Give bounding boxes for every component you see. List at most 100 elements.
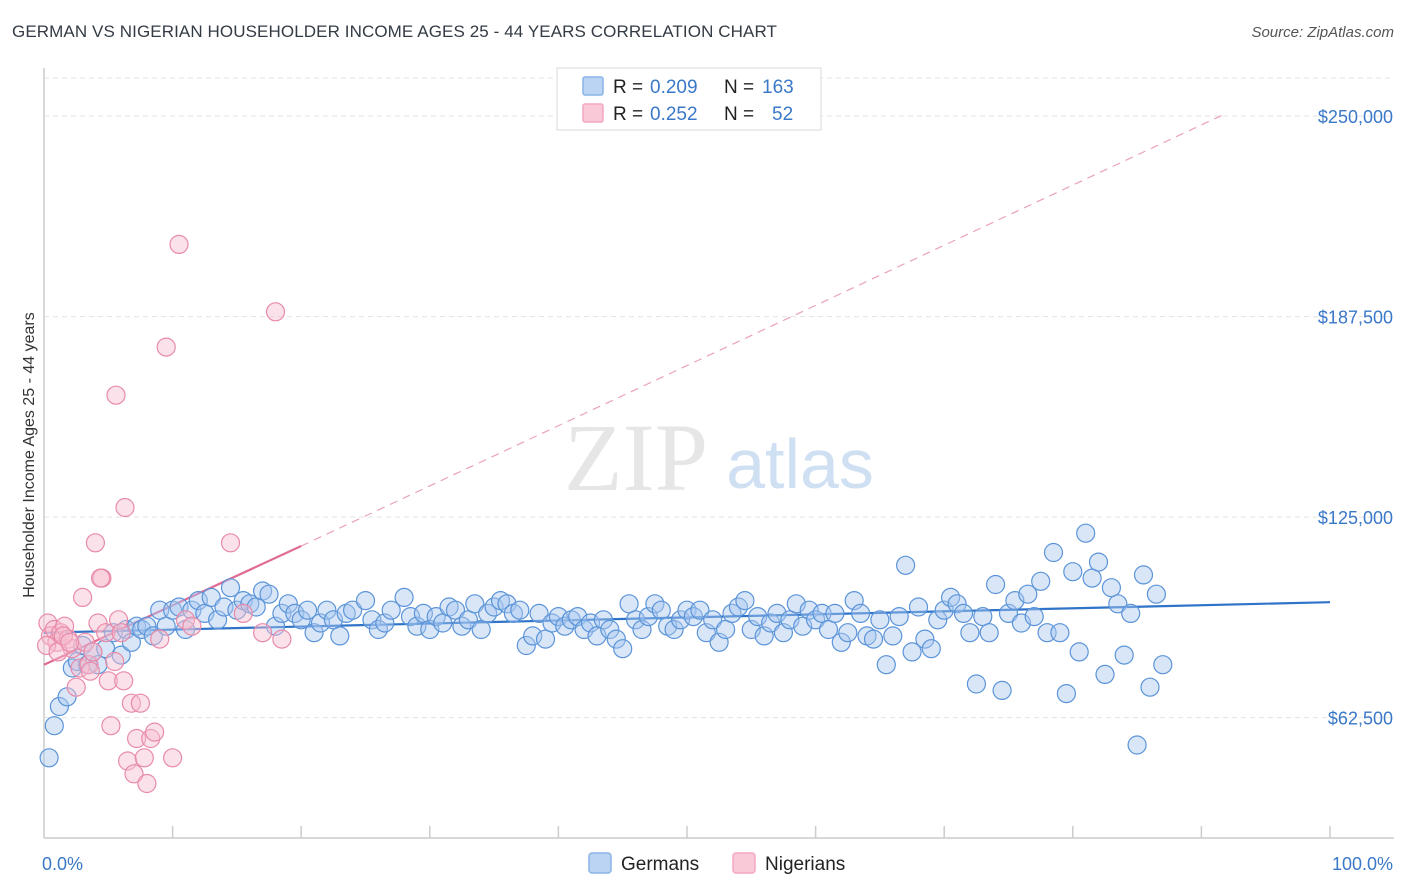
x-tick-label-start: 0.0% (42, 854, 83, 874)
german-point-158 (1056, 683, 1077, 704)
german-point-103 (703, 610, 723, 630)
nigerian-point-8 (66, 677, 86, 697)
nigerian-point-51 (90, 568, 111, 588)
german-point-105 (715, 619, 736, 640)
nigerian-point-34 (156, 337, 176, 357)
german-point-47 (330, 626, 350, 646)
german-point-17 (137, 616, 157, 636)
x-tick-label-end: 100.0% (1332, 854, 1393, 874)
nigerian-point-39 (220, 533, 241, 553)
german-point-30 (220, 578, 241, 598)
nigerian-point-50 (80, 661, 100, 681)
german-point-153 (1024, 606, 1044, 627)
german-point-43 (304, 623, 324, 643)
german-point-101 (690, 600, 710, 620)
axes (43, 68, 1394, 839)
legend-swatch-germans (582, 76, 604, 96)
nigerian-point-49 (60, 632, 80, 652)
german-point-55 (394, 587, 414, 608)
german-point-170 (1133, 565, 1154, 585)
nigerian-point-35 (163, 748, 183, 768)
german-point-27 (201, 587, 221, 608)
german-point-162 (1082, 568, 1102, 588)
legend: R = 0.209 N = 163 R = 0.252 N = 52 (556, 67, 822, 131)
bottom-legend-swatch-nigerians (732, 852, 756, 874)
german-point-108 (735, 590, 755, 611)
nigerian-point-11 (75, 632, 95, 652)
nigerian-point-29 (134, 748, 154, 768)
german-point-159 (1063, 562, 1083, 582)
y-tick-label-3: $62,500 (1328, 709, 1393, 729)
german-point-13 (116, 619, 136, 640)
legend-r-value-nigerians: 0.252 (650, 104, 698, 125)
german-point-75 (523, 626, 543, 646)
nigerian-point-46 (36, 635, 57, 656)
nigerian-point-41 (253, 623, 273, 643)
watermark-atlas: atlas (726, 425, 874, 503)
german-point-169 (1127, 735, 1147, 755)
german-point-73 (510, 600, 530, 620)
nigerian-point-12 (79, 655, 99, 675)
german-point-54 (381, 600, 401, 620)
nigerian-trend-line-extended (300, 112, 1228, 547)
german-trend-line (43, 601, 1331, 634)
german-point-50 (355, 590, 376, 611)
german-point-143 (960, 623, 980, 643)
german-point-41 (291, 610, 311, 630)
german-point-148 (992, 680, 1012, 701)
nigerian-point-33 (150, 629, 170, 649)
german-point-90 (619, 594, 639, 614)
german-point-87 (600, 619, 620, 640)
german-point-112 (760, 613, 781, 633)
german-point-88 (606, 629, 626, 649)
german-point-167 (1114, 645, 1134, 665)
german-point-142 (953, 603, 974, 624)
german-point-86 (593, 610, 614, 630)
tick-labels: $250,000 $187,500 $125,000 $62,500 0.0% 100.0… (42, 107, 1393, 874)
german-point-138 (928, 610, 948, 630)
german-point-124 (838, 623, 858, 643)
german-point-129 (870, 610, 890, 630)
nigerian-point-43 (272, 629, 292, 649)
nigerian-point-27 (127, 728, 147, 749)
legend-n-value-nigerians: 52 (772, 104, 793, 125)
legend-r-value-germans: 0.209 (650, 77, 698, 98)
nigerian-point-14 (85, 533, 106, 553)
german-point-147 (985, 574, 1006, 595)
legend-r-label-nigerians: R = (613, 104, 643, 125)
y-tick-label-2: $125,000 (1318, 508, 1393, 528)
german-point-130 (876, 655, 896, 675)
nigerian-point-20 (105, 651, 125, 672)
german-point-77 (535, 629, 556, 649)
german-point-172 (1146, 584, 1167, 604)
nigerian-point-42 (265, 302, 286, 322)
german-point-42 (298, 600, 318, 620)
german-point-160 (1069, 642, 1089, 662)
legend-n-value-germans: 163 (762, 77, 794, 98)
nigerian-point-38 (182, 616, 202, 636)
legend-n-label-germans: N = (724, 77, 754, 98)
german-point-163 (1088, 552, 1109, 572)
nigerian-point-17 (96, 623, 116, 643)
data-points (36, 234, 1173, 794)
german-point-0 (39, 748, 59, 768)
german-point-67 (471, 619, 491, 640)
german-point-133 (895, 555, 916, 575)
bottom-legend-label-nigerians: Nigerians (765, 854, 845, 875)
german-point-157 (1050, 623, 1070, 643)
watermark: ZIP atlas (564, 404, 874, 511)
german-point-39 (278, 594, 298, 614)
german-point-1 (44, 716, 64, 736)
nigerian-point-23 (114, 671, 134, 691)
german-point-146 (979, 623, 999, 643)
german-point-98 (670, 610, 691, 630)
legend-swatch-nigerians (582, 103, 604, 123)
source-label: Source: ZipAtlas.com (1251, 24, 1394, 41)
y-axis-label: Householder Income Ages 25 - 44 years (21, 312, 38, 598)
german-point-122 (825, 603, 845, 624)
german-point-66 (465, 594, 485, 614)
german-point-164 (1095, 664, 1115, 685)
german-point-161 (1076, 523, 1096, 543)
german-point-126 (850, 603, 871, 624)
german-point-136 (915, 629, 935, 649)
